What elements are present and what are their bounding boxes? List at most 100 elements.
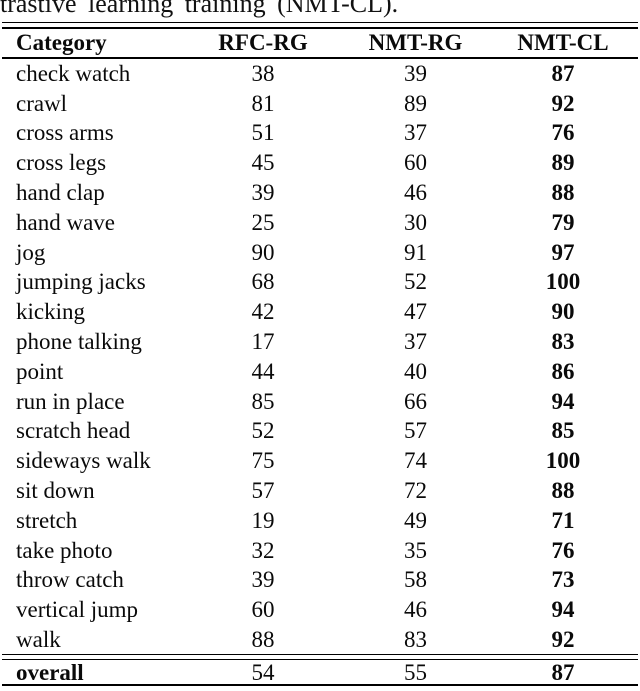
overall-nmt-cl-cell: 87 bbox=[551, 659, 575, 685]
nmt-cl-cell: 94 bbox=[551, 597, 575, 623]
category-cell: cross arms bbox=[16, 120, 114, 146]
nmt-rg-cell: 91 bbox=[404, 239, 427, 265]
nmt-rg-cell: 37 bbox=[404, 120, 427, 146]
table-row: kicking 42 47 90 bbox=[2, 297, 638, 327]
nmt-rg-cell: 46 bbox=[404, 597, 427, 623]
table-row: run in place 85 66 94 bbox=[2, 386, 638, 416]
rfc-rg-cell: 51 bbox=[251, 120, 275, 146]
overall-rfc-rg-cell: 54 bbox=[251, 659, 275, 685]
category-cell: kicking bbox=[16, 299, 85, 325]
rfc-rg-cell: 85 bbox=[251, 388, 275, 414]
nmt-cl-cell: 71 bbox=[551, 507, 575, 533]
table-row: check watch 38 39 87 bbox=[2, 59, 638, 89]
category-cell: crawl bbox=[16, 90, 68, 116]
category-cell: check watch bbox=[16, 60, 131, 86]
rfc-rg-cell: 57 bbox=[251, 478, 275, 504]
nmt-cl-cell: 97 bbox=[551, 239, 575, 265]
table-row: point 44 40 86 bbox=[2, 356, 638, 386]
nmt-rg-cell: 72 bbox=[404, 478, 427, 504]
nmt-rg-cell: 37 bbox=[404, 329, 427, 355]
table-row: walk 88 83 92 bbox=[2, 625, 638, 655]
header-rule bbox=[2, 56, 638, 59]
nmt-cl-cell: 88 bbox=[551, 180, 575, 206]
overall-nmt-rg-cell: 55 bbox=[404, 659, 427, 685]
category-cell: hand clap bbox=[16, 180, 105, 206]
nmt-cl-cell: 89 bbox=[551, 150, 575, 176]
nmt-rg-cell: 57 bbox=[404, 418, 427, 444]
rfc-rg-cell: 81 bbox=[251, 90, 275, 116]
column-header-rfc-rg: RFC-RG bbox=[218, 30, 308, 55]
nmt-rg-cell: 60 bbox=[404, 150, 427, 176]
rfc-rg-cell: 44 bbox=[251, 358, 275, 384]
results-table: Category RFC-RG NMT-RG NMT-CL check watc… bbox=[2, 22, 638, 687]
table-row: vertical jump 60 46 94 bbox=[2, 595, 638, 625]
table-header-row: Category RFC-RG NMT-RG NMT-CL bbox=[2, 29, 638, 57]
nmt-rg-cell: 66 bbox=[404, 388, 427, 414]
nmt-cl-cell: 94 bbox=[551, 388, 575, 414]
category-cell: jumping jacks bbox=[16, 269, 146, 295]
rfc-rg-cell: 32 bbox=[251, 537, 275, 563]
category-cell: point bbox=[16, 358, 64, 384]
nmt-cl-cell: 100 bbox=[545, 448, 581, 474]
nmt-rg-cell: 47 bbox=[404, 299, 427, 325]
table-row: cross legs 45 60 89 bbox=[2, 148, 638, 178]
nmt-cl-cell: 88 bbox=[551, 478, 575, 504]
table-row: jog 90 91 97 bbox=[2, 237, 638, 267]
rfc-rg-cell: 25 bbox=[251, 209, 275, 235]
rfc-rg-cell: 17 bbox=[251, 329, 275, 355]
nmt-rg-cell: 83 bbox=[404, 627, 427, 653]
category-cell: stretch bbox=[16, 507, 78, 533]
category-cell: throw catch bbox=[16, 567, 124, 593]
rfc-rg-cell: 52 bbox=[251, 418, 275, 444]
category-cell: vertical jump bbox=[16, 597, 138, 623]
nmt-cl-cell: 76 bbox=[551, 120, 575, 146]
nmt-cl-cell: 79 bbox=[551, 209, 575, 235]
column-header-nmt-rg: NMT-RG bbox=[368, 30, 463, 55]
nmt-cl-cell: 83 bbox=[551, 329, 575, 355]
category-cell: hand wave bbox=[16, 209, 115, 235]
nmt-cl-cell: 100 bbox=[545, 269, 581, 295]
table-row: phone talking 17 37 83 bbox=[2, 327, 638, 357]
table-row: throw catch 39 58 73 bbox=[2, 565, 638, 595]
rfc-rg-cell: 45 bbox=[251, 150, 275, 176]
nmt-rg-cell: 89 bbox=[404, 90, 427, 116]
nmt-rg-cell: 40 bbox=[404, 358, 427, 384]
category-cell: cross legs bbox=[16, 150, 107, 176]
category-cell: jog bbox=[16, 239, 46, 265]
table-row: sit down 57 72 88 bbox=[2, 476, 638, 506]
nmt-cl-cell: 92 bbox=[551, 627, 575, 653]
table-row: crawl 81 89 92 bbox=[2, 88, 638, 118]
table-body: check watch 38 39 87 crawl 81 89 92 cross arms 51… bbox=[2, 59, 638, 655]
overall-label: overall bbox=[16, 659, 84, 685]
nmt-rg-cell: 52 bbox=[404, 269, 427, 295]
rfc-rg-cell: 75 bbox=[251, 448, 275, 474]
category-cell: take photo bbox=[16, 537, 113, 563]
table-top-rule bbox=[2, 22, 638, 29]
nmt-cl-cell: 76 bbox=[551, 537, 575, 563]
nmt-rg-cell: 58 bbox=[404, 567, 427, 593]
table-row: sideways walk 75 74 100 bbox=[2, 446, 638, 476]
nmt-rg-cell: 49 bbox=[404, 507, 427, 533]
category-cell: run in place bbox=[16, 388, 125, 414]
category-cell: walk bbox=[16, 627, 61, 653]
rfc-rg-cell: 42 bbox=[251, 299, 275, 325]
table-row: scratch head 52 57 85 bbox=[2, 416, 638, 446]
nmt-rg-cell: 30 bbox=[404, 209, 427, 235]
rfc-rg-cell: 38 bbox=[251, 60, 275, 86]
category-cell: scratch head bbox=[16, 418, 131, 444]
overall-row: overall 54 55 87 bbox=[2, 660, 638, 684]
caption-fragment: trastive learning training (NMT-CL). bbox=[0, 0, 399, 18]
nmt-rg-cell: 74 bbox=[404, 448, 427, 474]
nmt-cl-cell: 90 bbox=[551, 299, 575, 325]
table-row: take photo 32 35 76 bbox=[2, 535, 638, 565]
rfc-rg-cell: 88 bbox=[251, 627, 275, 653]
table-row: cross arms 51 37 76 bbox=[2, 118, 638, 148]
nmt-cl-cell: 73 bbox=[551, 567, 575, 593]
rfc-rg-cell: 19 bbox=[251, 507, 275, 533]
table-row: hand clap 39 46 88 bbox=[2, 178, 638, 208]
rfc-rg-cell: 39 bbox=[251, 180, 275, 206]
rfc-rg-cell: 68 bbox=[251, 269, 275, 295]
category-cell: phone talking bbox=[16, 329, 142, 355]
nmt-cl-cell: 92 bbox=[551, 90, 575, 116]
